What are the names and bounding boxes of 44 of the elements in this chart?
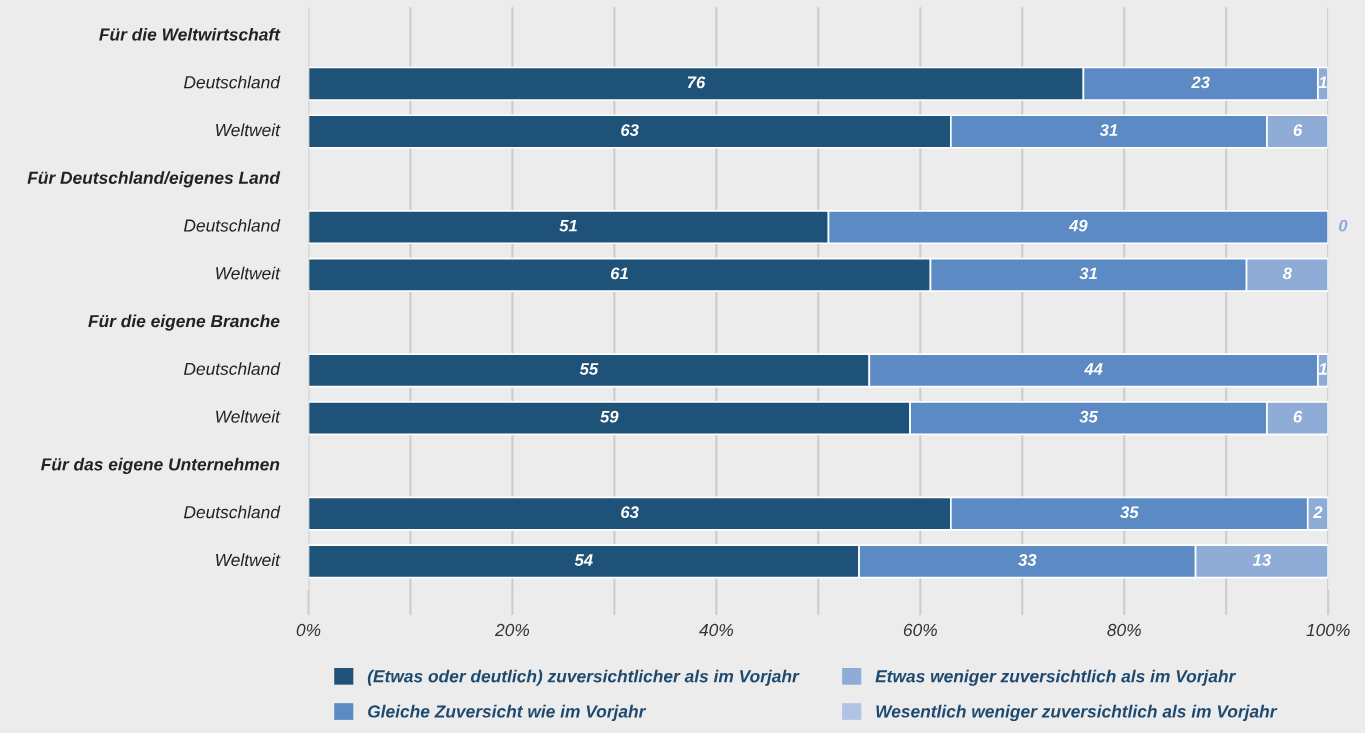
data-label: 61 bbox=[610, 267, 628, 280]
y-tick-label: Weltweit bbox=[216, 410, 281, 423]
x-tick-label: 60% bbox=[903, 623, 937, 637]
data-label: 8 bbox=[1282, 267, 1292, 280]
y-tick-label: Weltweit bbox=[216, 553, 281, 567]
data-label: 31 bbox=[1099, 124, 1118, 136]
y-tick-label: Für die eigene Branche bbox=[88, 314, 280, 331]
data-label: 6 bbox=[1293, 410, 1303, 423]
legend-label: (Etwas oder deutlich) zuversichtlicher als im Vorjahr bbox=[367, 669, 800, 686]
data-label: 63 bbox=[621, 506, 639, 519]
data-label: 13 bbox=[1252, 554, 1271, 566]
data-label: 33 bbox=[1018, 554, 1037, 566]
y-tick-label: Deutschland bbox=[183, 362, 281, 376]
x-tick-label: 80% bbox=[1107, 623, 1141, 637]
data-label: 35 bbox=[1120, 506, 1139, 519]
data-label: 59 bbox=[600, 410, 619, 423]
y-tick-label: Deutschland bbox=[183, 75, 281, 89]
x-tick-label: 20% bbox=[494, 623, 530, 637]
x-tick-label: 40% bbox=[699, 623, 733, 637]
legend-label: Gleiche Zuversicht wie im Vorjahr bbox=[368, 704, 647, 722]
y-tick-label: Deutschland bbox=[183, 505, 281, 519]
data-label: 2 bbox=[1313, 506, 1323, 518]
y-tick-label: Für die Weltwirtschaft bbox=[99, 27, 281, 41]
data-label: 0 bbox=[1339, 219, 1348, 232]
data-label: 51 bbox=[559, 219, 577, 232]
data-label: 31 bbox=[1079, 267, 1097, 280]
data-label: 55 bbox=[579, 363, 599, 375]
data-label: 54 bbox=[574, 554, 593, 566]
data-label: 23 bbox=[1191, 76, 1210, 89]
data-label: 76 bbox=[687, 76, 706, 89]
y-tick-label: Weltweit bbox=[216, 266, 281, 280]
y-tick-label: Deutschland bbox=[183, 218, 281, 232]
data-label: 63 bbox=[621, 124, 639, 136]
legend-label: Etwas weniger zuversichtlich als im Vorjahr bbox=[875, 669, 1237, 686]
x-tick-label: 100% bbox=[1306, 623, 1350, 637]
y-tick-label: Für das eigene Unternehmen bbox=[41, 457, 280, 474]
y-tick-label: Weltweit bbox=[216, 123, 281, 137]
data-label: 35 bbox=[1079, 410, 1098, 423]
data-label: 44 bbox=[1084, 363, 1103, 375]
data-label: 6 bbox=[1293, 124, 1303, 136]
y-tick-label: Für Deutschland/eigenes Land bbox=[27, 171, 281, 188]
legend-label: Wesentlich weniger zuversichtlich als im Vorjahr bbox=[876, 704, 1278, 722]
data-label: 49 bbox=[1068, 219, 1088, 232]
x-tick-label: 0% bbox=[296, 623, 321, 637]
